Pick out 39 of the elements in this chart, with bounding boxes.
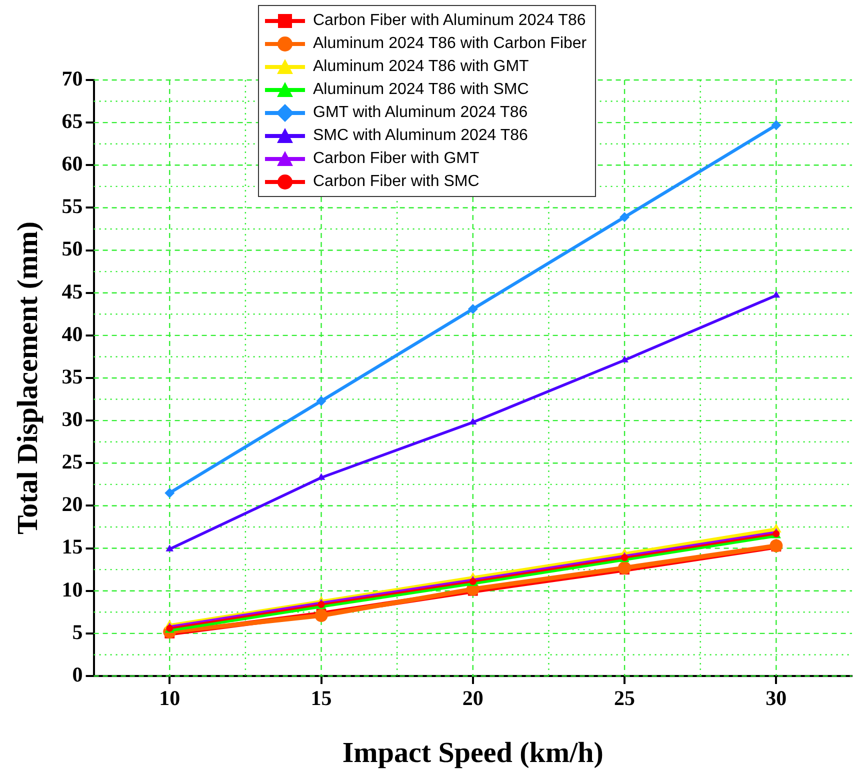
y-tick-label: 55: [62, 194, 83, 218]
y-tick-label: 5: [72, 620, 83, 644]
point: [468, 304, 478, 314]
y-tick-label: 40: [62, 322, 83, 346]
x-tick-label: 25: [614, 686, 636, 710]
point: [164, 488, 175, 498]
legend-label: Aluminum 2024 T86 with Carbon Fiber: [313, 34, 587, 52]
y-tick-label: 35: [62, 364, 83, 388]
y-tick-label: 65: [62, 108, 83, 133]
x-axis-title: Impact Speed (km/h): [342, 737, 604, 770]
point: [314, 609, 328, 622]
y-axis-title: Total Displacement (mm): [12, 221, 44, 535]
x-tick-label: 15: [310, 686, 332, 710]
x-tick-label: 20: [462, 686, 484, 710]
legend-label: Carbon Fiber with SMC: [313, 172, 480, 190]
y-tick-label: 10: [62, 577, 83, 602]
y-tick-label: 70: [62, 66, 83, 90]
point: [166, 544, 174, 552]
y-tick-label: 45: [62, 279, 83, 304]
y-tick-label: 0: [72, 662, 83, 686]
y-tick-label: 60: [62, 152, 83, 176]
y-tick-label: 50: [62, 236, 83, 261]
legend-label: Carbon Fiber with Aluminum 2024 T86: [313, 12, 586, 30]
point: [620, 212, 630, 222]
legend-label: Aluminum 2024 T86 with GMT: [313, 58, 529, 76]
legend-label: GMT with Aluminum 2024 T86: [313, 104, 528, 122]
point: [771, 120, 782, 130]
point: [618, 561, 632, 574]
y-tick-label: 30: [62, 406, 83, 431]
point: [316, 396, 326, 406]
legend-label: Aluminum 2024 T86 with SMC: [313, 80, 529, 98]
x-tick-label: 10: [159, 686, 180, 710]
y-tick-label: 25: [62, 450, 83, 474]
x-tick-label: 30: [766, 686, 787, 710]
legend-label: SMC with Aluminum 2024 T86: [313, 126, 528, 144]
y-tick-label: 20: [62, 492, 83, 516]
y-tick-label: 15: [62, 534, 83, 559]
legend-label: Carbon Fiber with GMT: [313, 150, 480, 168]
point: [770, 539, 783, 552]
